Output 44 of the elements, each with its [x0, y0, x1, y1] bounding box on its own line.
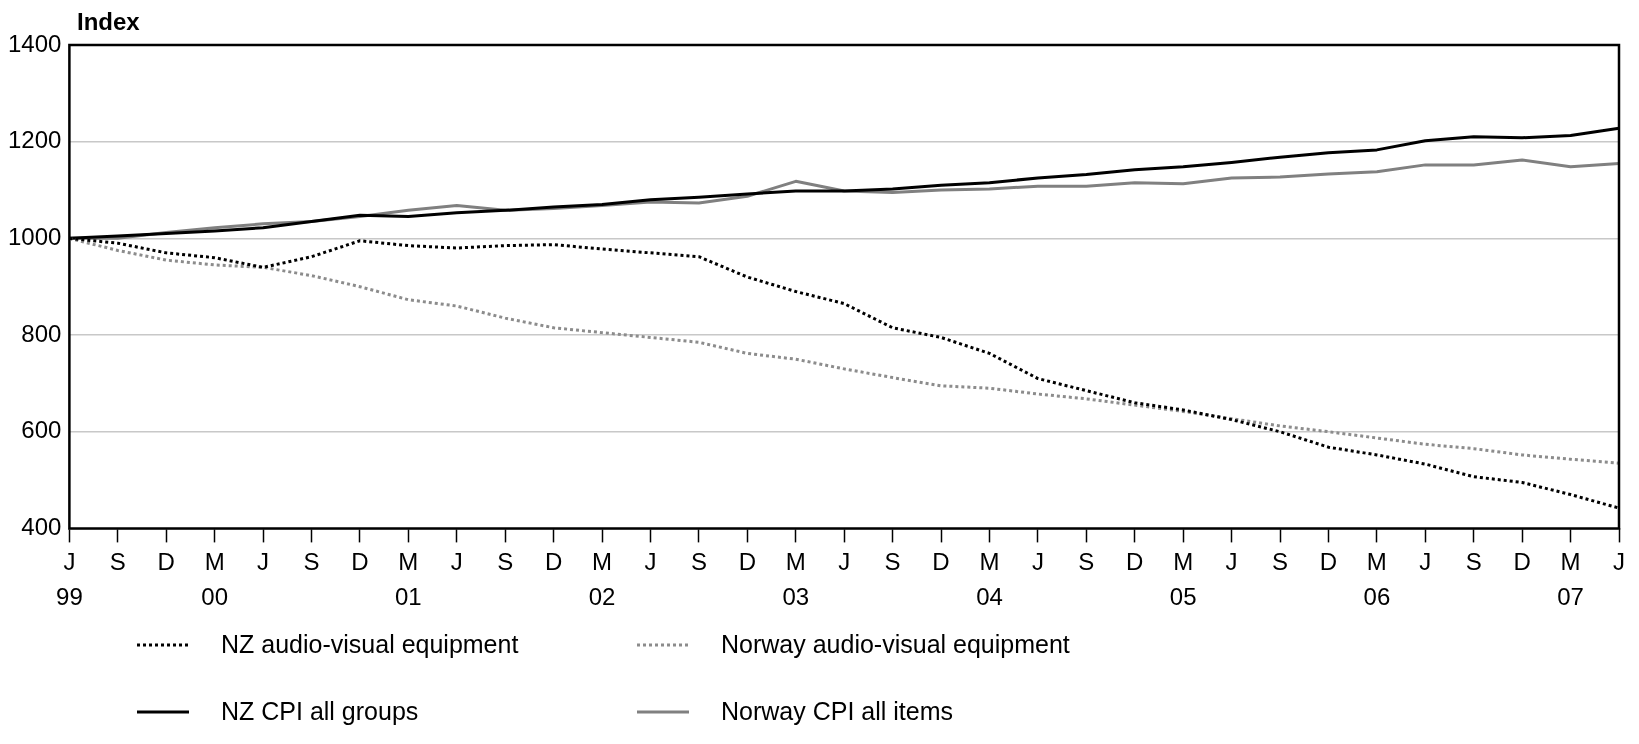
x-tick-label: M 04	[976, 548, 1003, 611]
x-tick-label: S	[1272, 548, 1289, 576]
x-tick-label: M 00	[201, 548, 229, 611]
x-tick-label: S	[1078, 548, 1095, 576]
x-tick-label: D	[1319, 548, 1338, 576]
y-tick-label: 600	[21, 416, 62, 444]
x-tick-label: M 02	[588, 548, 616, 611]
x-tick-label: J 99	[56, 548, 83, 611]
x-tick-label: J	[644, 548, 657, 576]
y-axis-title: Index	[77, 8, 140, 36]
x-tick-label: J	[257, 548, 270, 576]
x-tick-label: J	[838, 548, 851, 576]
y-tick-label: 400	[21, 513, 62, 541]
x-tick-label: D	[544, 548, 563, 576]
x-tick-label: S	[109, 548, 126, 576]
x-tick-label: S	[497, 548, 514, 576]
legend-label: Norway audio-visual equipment	[721, 630, 1070, 659]
x-tick-label: D	[932, 548, 950, 576]
x-tick-label: M 01	[395, 548, 422, 611]
x-tick-label: J	[1419, 548, 1432, 576]
x-tick-label: D	[1126, 548, 1144, 576]
x-tick-label: S	[690, 548, 707, 576]
x-tick-label: S	[1465, 548, 1482, 576]
x-tick-label: J	[1613, 548, 1625, 576]
x-tick-label: M 06	[1363, 548, 1391, 611]
x-tick-label: M 03	[782, 548, 810, 611]
x-tick-label: S	[884, 548, 901, 576]
y-tick-label: 1400	[8, 29, 62, 57]
x-tick-label: D	[738, 548, 757, 576]
legend-label: NZ CPI all groups	[221, 697, 419, 726]
x-tick-label: J	[1031, 548, 1044, 576]
legend-label: Norway CPI all items	[721, 697, 953, 726]
x-tick-label: M 05	[1169, 548, 1197, 611]
y-tick-label: 1200	[8, 126, 62, 154]
x-tick-label: M 07	[1557, 548, 1584, 611]
x-tick-label: S	[303, 548, 320, 576]
y-tick-label: 800	[21, 319, 62, 347]
x-tick-label: J	[450, 548, 463, 576]
x-tick-label: D	[1513, 548, 1531, 576]
x-tick-label: D	[157, 548, 175, 576]
x-tick-label: J	[1225, 548, 1238, 576]
legend-label: NZ audio-visual equipment	[221, 630, 519, 659]
x-tick-label: D	[351, 548, 369, 576]
y-tick-label: 1000	[8, 222, 62, 250]
